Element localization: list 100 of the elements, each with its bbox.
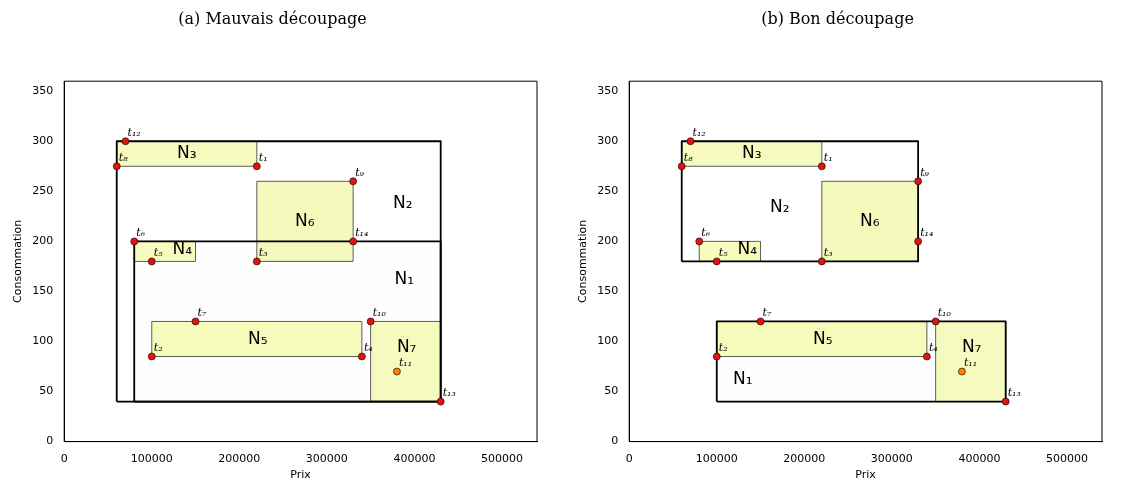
point: [366, 317, 375, 326]
data-label: t₁₃: [442, 385, 456, 399]
x-tick-label: 500000: [480, 452, 523, 466]
x-axis-title: Prix: [290, 468, 312, 482]
y-tick-label: 0: [611, 434, 619, 448]
y-tick-label: 300: [597, 134, 619, 148]
point: [914, 177, 922, 186]
data-label: t₅: [718, 245, 729, 259]
point: [147, 352, 156, 361]
point: [393, 367, 401, 376]
point: [712, 257, 721, 266]
series-label: N₆: [860, 209, 880, 230]
series-label: N₃: [741, 141, 762, 162]
data-label: t₁₄: [920, 225, 934, 239]
x-axis-title: Prix: [855, 468, 877, 482]
data-label: t₁₁: [398, 355, 413, 369]
y-tick-label: 0: [46, 434, 54, 448]
data-label: t₈: [683, 150, 694, 164]
series-label: N₃: [176, 141, 197, 162]
point: [914, 237, 922, 246]
y-tick-label: 350: [32, 84, 54, 98]
series-label: N₆: [295, 209, 315, 230]
x-tick-label: 200000: [218, 452, 261, 466]
point: [686, 137, 695, 146]
x-tick-label: 300000: [305, 452, 348, 466]
series-label: N₅: [812, 327, 833, 348]
point: [436, 397, 445, 406]
point: [818, 162, 826, 171]
chart-title: (b) Bon découpage: [761, 8, 914, 28]
point: [818, 257, 826, 266]
data-label: t₁₂: [127, 125, 141, 139]
data-label: t₁₄: [355, 225, 369, 239]
data-label: t₁: [823, 150, 833, 164]
y-tick-label: 200: [32, 234, 54, 248]
point: [349, 237, 357, 246]
data-label: t₈: [118, 150, 129, 164]
data-label: t₁₁: [963, 355, 978, 369]
data-label: t₃: [823, 245, 833, 259]
point: [358, 352, 366, 361]
data-label: t₁: [258, 150, 268, 164]
x-tick-label: 200000: [783, 452, 826, 466]
y-tick-label: 50: [39, 384, 54, 398]
point: [147, 257, 156, 266]
series-label: N₂: [769, 195, 790, 216]
point: [958, 367, 966, 376]
point: [695, 237, 704, 246]
point: [923, 352, 931, 361]
data-label: t₂: [718, 340, 728, 354]
y-axis-title: Consommation: [576, 219, 590, 303]
y-tick-label: 50: [604, 384, 619, 398]
y-tick-label: 250: [32, 184, 54, 198]
data-label: t₉: [920, 165, 930, 179]
point: [712, 352, 721, 361]
y-tick-label: 150: [597, 284, 619, 298]
point: [1001, 397, 1010, 406]
y-tick-label: 150: [32, 284, 54, 298]
data-label: t₃: [258, 245, 268, 259]
series-label: N₁: [732, 367, 753, 388]
point: [121, 137, 130, 146]
series-label: N₂: [392, 191, 413, 212]
series-label: N₅: [247, 327, 268, 348]
data-label: t₇: [197, 305, 207, 319]
x-tick-label: 500000: [1045, 452, 1088, 466]
x-tick-label: 400000: [393, 452, 436, 466]
point: [191, 317, 200, 326]
data-label: t₁₀: [372, 305, 387, 319]
y-tick-label: 100: [597, 334, 619, 348]
data-label: t₅: [153, 245, 164, 259]
y-axis-title: Consommation: [11, 219, 25, 303]
x-tick-label: 0: [625, 452, 633, 466]
chart-title: (a) Mauvais découpage: [178, 8, 367, 28]
y-tick-label: 350: [597, 84, 619, 98]
y-tick-label: 100: [32, 334, 54, 348]
point: [130, 237, 139, 246]
series-label: N₄: [737, 237, 758, 258]
data-label: t₆: [701, 225, 711, 239]
y-tick-label: 250: [597, 184, 619, 198]
point: [349, 177, 357, 186]
data-label: t₉: [355, 165, 365, 179]
point: [677, 162, 686, 171]
data-label: t₁₀: [937, 305, 952, 319]
y-tick-label: 200: [597, 234, 619, 248]
data-label: t₁₂: [692, 125, 706, 139]
y-tick-label: 300: [32, 134, 54, 148]
series-label: N₇: [396, 335, 417, 356]
data-label: t₁₃: [1007, 385, 1021, 399]
point: [253, 257, 261, 266]
series-label: N₁: [394, 267, 415, 288]
series-label: N₇: [961, 335, 982, 356]
point: [756, 317, 765, 326]
x-tick-label: 100000: [130, 452, 173, 466]
x-tick-label: 0: [60, 452, 68, 466]
point: [112, 162, 121, 171]
data-label: t₇: [762, 305, 772, 319]
point: [253, 162, 261, 171]
data-label: t₂: [153, 340, 163, 354]
data-label: t₆: [136, 225, 146, 239]
point: [931, 317, 940, 326]
x-tick-label: 400000: [958, 452, 1001, 466]
x-tick-label: 100000: [695, 452, 738, 466]
